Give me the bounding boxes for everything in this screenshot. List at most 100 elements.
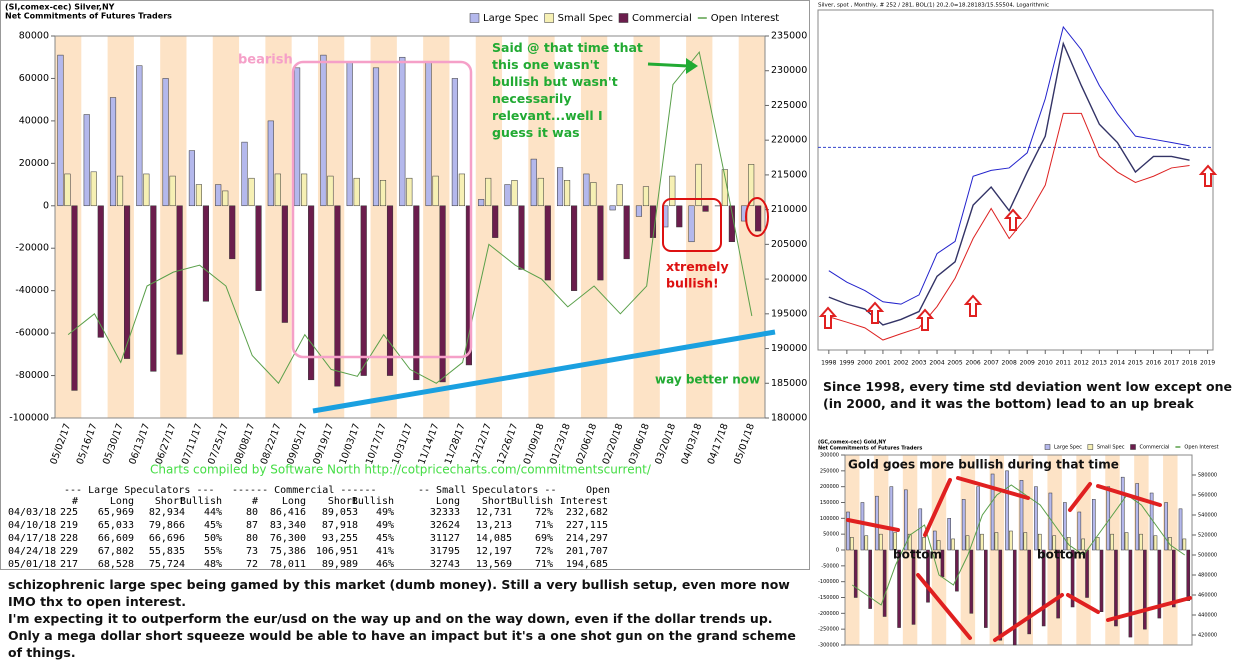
bar <box>492 206 498 238</box>
table-cell: 31795 <box>430 546 460 557</box>
table-cell: 78,011 <box>270 559 306 570</box>
table-cell: 72% <box>535 546 553 557</box>
table-group-header: ------ Commercial ------ <box>232 485 377 496</box>
bar <box>294 68 300 206</box>
legend-label: Small Spec <box>1097 445 1125 451</box>
bar <box>399 57 405 206</box>
table-cell: 80 <box>246 507 258 518</box>
y2-tick-label: 420000 <box>1198 633 1217 639</box>
bar <box>643 187 649 206</box>
bar <box>977 487 980 550</box>
y2-tick-label: 205000 <box>771 239 807 250</box>
table-cell: 75,724 <box>149 559 185 570</box>
bar <box>970 550 973 613</box>
y-tick-label: 150000 <box>820 500 839 506</box>
table-cell: 04/24/18 <box>8 546 56 557</box>
caption: Since 1998, every time std deviation wen… <box>823 378 1235 412</box>
bar <box>617 185 623 206</box>
table-cell: 04/17/18 <box>8 533 56 544</box>
bar <box>636 206 642 217</box>
x-tick-label: 2018 <box>1182 360 1197 367</box>
table-cell: 14,085 <box>476 533 512 544</box>
x-tick-label: 2012 <box>1074 360 1089 367</box>
bar <box>980 534 983 550</box>
x-tick-label: 2006 <box>965 360 980 367</box>
bar <box>440 206 446 382</box>
bar <box>624 206 630 259</box>
bar <box>1009 531 1012 550</box>
bar <box>58 55 64 206</box>
y2-tick-label: 180000 <box>771 413 807 424</box>
bar <box>91 172 97 206</box>
table-cell: 55,835 <box>149 546 185 557</box>
bar <box>177 206 183 355</box>
bar <box>222 191 228 206</box>
annotation-line: bullish! <box>666 275 719 290</box>
bar <box>1183 539 1186 550</box>
bar <box>1034 487 1037 550</box>
bar <box>948 518 951 550</box>
table-cell: 48% <box>204 559 222 570</box>
bar <box>879 534 882 550</box>
bar <box>452 78 458 205</box>
table-column-header: Bullish <box>511 496 553 507</box>
bar <box>110 98 116 206</box>
x-tick-label: 2003 <box>911 360 926 367</box>
table-cell: 72% <box>535 507 553 518</box>
table-cell: 50% <box>204 533 222 544</box>
legend-label: Open Interest <box>711 13 780 24</box>
bar <box>1136 484 1139 551</box>
chart-title: Silver, spot , Monthly, # 252 / 281, BOL… <box>818 3 1049 9</box>
table-cell: 89,989 <box>322 559 358 570</box>
bar <box>512 180 518 205</box>
table-cell: 12,197 <box>476 546 512 557</box>
legend-label: Commercial <box>1140 445 1170 451</box>
y-tick-label: 50000 <box>823 532 839 538</box>
table-cell: 79,866 <box>149 520 185 531</box>
legend-label: Large Spec <box>1054 445 1082 451</box>
bar <box>519 206 525 270</box>
bar <box>151 206 157 372</box>
annotation: bottom <box>1037 548 1086 562</box>
bar <box>676 206 682 227</box>
y-tick-label: 0 <box>43 200 49 211</box>
bar <box>669 176 675 206</box>
bar <box>485 178 491 206</box>
table-cell: 87,918 <box>322 520 358 531</box>
y-tick-label: -200000 <box>818 611 839 617</box>
bar <box>301 174 307 206</box>
annotation-line: necessarily <box>492 91 571 106</box>
bar <box>361 206 367 376</box>
bar <box>196 185 202 206</box>
table-cell: 194,685 <box>566 559 608 570</box>
table-cell: 106,951 <box>316 546 358 557</box>
bar <box>1129 550 1132 637</box>
legend-swatch <box>1045 445 1050 450</box>
y-tick-label: 0 <box>836 548 839 554</box>
y2-tick-label: 500000 <box>1198 553 1217 559</box>
bar <box>321 55 327 206</box>
table-cell: 89,053 <box>322 507 358 518</box>
bar <box>919 509 922 550</box>
bar <box>459 174 465 206</box>
bar <box>72 206 78 391</box>
chart-title: (SI,comex-cec) Silver,NY <box>5 3 115 12</box>
x-tick-label: 2005 <box>947 360 962 367</box>
y-tick-label: -60000 <box>15 328 49 339</box>
table-cell: 69% <box>535 533 553 544</box>
bar <box>883 550 886 617</box>
bar <box>545 206 551 280</box>
bar <box>538 178 544 206</box>
table-group-header: Open <box>586 485 610 496</box>
bar <box>65 174 71 206</box>
bar <box>84 115 90 206</box>
table-cell: 65,969 <box>98 507 134 518</box>
legend-swatch <box>545 14 554 23</box>
y2-tick-label: 560000 <box>1198 493 1217 499</box>
x-tick-label: 2015 <box>1128 360 1143 367</box>
x-tick-label: 2016 <box>1146 360 1161 367</box>
bar <box>861 503 864 551</box>
bar <box>1172 550 1175 607</box>
table-cell: 83,340 <box>270 520 306 531</box>
